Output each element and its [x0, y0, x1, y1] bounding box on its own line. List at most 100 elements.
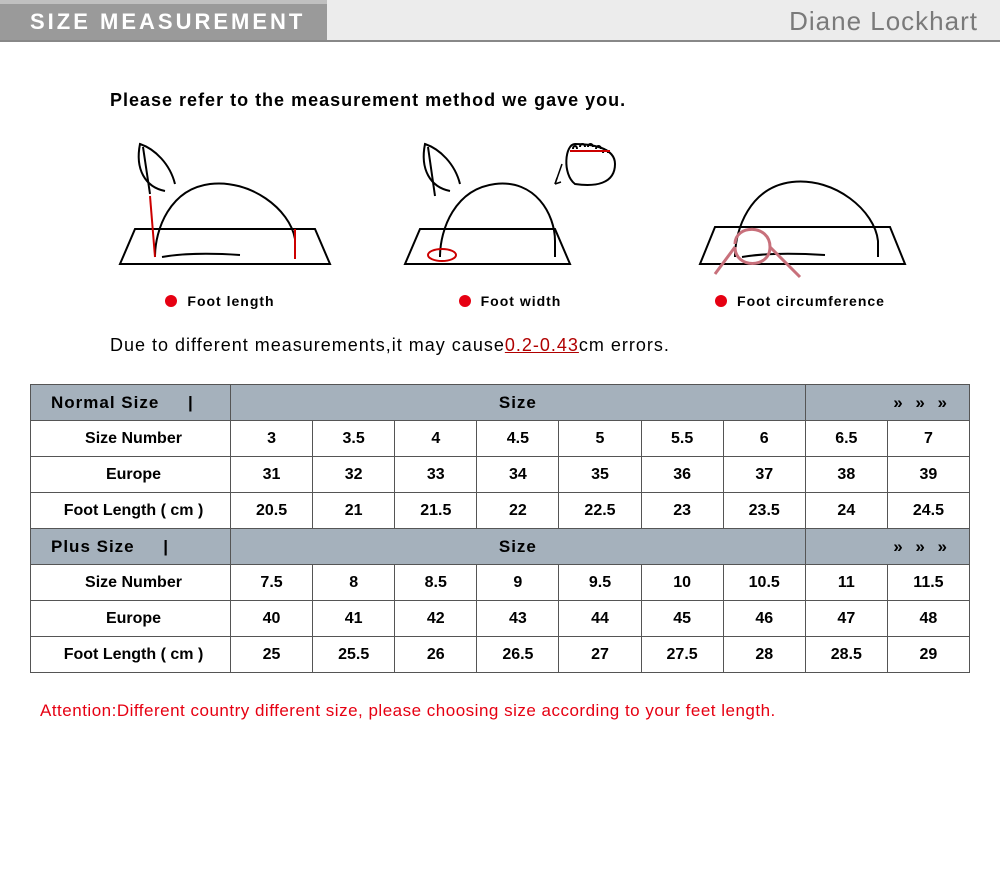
cell: 26 [395, 637, 477, 673]
row-label: Size Number [31, 565, 231, 601]
cell: 24 [805, 493, 887, 529]
cell: 11.5 [887, 565, 969, 601]
cell: 48 [887, 601, 969, 637]
note-error-value: 0.2-0.43 [505, 335, 579, 355]
cell: 25.5 [313, 637, 395, 673]
header-bar: SIZE MEASUREMENT Diane Lockhart [0, 0, 1000, 42]
cell: 10 [641, 565, 723, 601]
section-name: Plus Size [51, 537, 135, 556]
cell: 44 [559, 601, 641, 637]
cell: 31 [231, 457, 313, 493]
section-name: Normal Size [51, 393, 159, 412]
cell: 36 [641, 457, 723, 493]
diagram-label: Foot circumference [660, 293, 940, 309]
foot-length-icon [100, 129, 340, 279]
cell: 22 [477, 493, 559, 529]
cell: 27.5 [641, 637, 723, 673]
cell: 7.5 [231, 565, 313, 601]
cell: 35 [559, 457, 641, 493]
diagram-label: Foot width [370, 293, 650, 309]
diagram-label: Foot length [80, 293, 360, 309]
diagram-foot-circumference: Foot circumference [660, 129, 940, 309]
size-table-container: Normal Size | Size » » » Size Number 3 3… [0, 384, 1000, 673]
cell: 20.5 [231, 493, 313, 529]
cell: 5.5 [641, 421, 723, 457]
cell: 37 [723, 457, 805, 493]
attention-warning: Attention:Different country different si… [40, 701, 960, 721]
foot-width-icon [390, 129, 630, 279]
cell: 39 [887, 457, 969, 493]
row-label: Size Number [31, 421, 231, 457]
error-note: Due to different measurements,it may cau… [110, 335, 940, 356]
cell: 22.5 [559, 493, 641, 529]
arrows-icon: » » » [805, 385, 969, 421]
size-header: Size [231, 529, 806, 565]
intro-text: Please refer to the measurement method w… [110, 90, 940, 111]
arrows-icon: » » » [805, 529, 969, 565]
cell: 10.5 [723, 565, 805, 601]
row-label: Foot Length ( cm ) [31, 493, 231, 529]
cell: 21.5 [395, 493, 477, 529]
cell: 9 [477, 565, 559, 601]
cell: 27 [559, 637, 641, 673]
diagram-foot-width: Foot width [370, 129, 650, 309]
cell: 28.5 [805, 637, 887, 673]
diagram-label-text: Foot width [481, 293, 562, 309]
table-row: Size Number 3 3.5 4 4.5 5 5.5 6 6.5 7 [31, 421, 970, 457]
cell: 7 [887, 421, 969, 457]
cell: 4.5 [477, 421, 559, 457]
diagram-foot-length: Foot length [80, 129, 360, 309]
size-table: Normal Size | Size » » » Size Number 3 3… [30, 384, 970, 673]
cell: 3.5 [313, 421, 395, 457]
cell: 45 [641, 601, 723, 637]
cell: 33 [395, 457, 477, 493]
cell: 46 [723, 601, 805, 637]
cell: 34 [477, 457, 559, 493]
bullet-icon [459, 295, 471, 307]
pipe-icon: | [188, 393, 194, 412]
row-label: Foot Length ( cm ) [31, 637, 231, 673]
cell: 29 [887, 637, 969, 673]
cell: 21 [313, 493, 395, 529]
foot-circumference-icon [680, 129, 920, 279]
cell: 41 [313, 601, 395, 637]
bullet-icon [715, 295, 727, 307]
cell: 28 [723, 637, 805, 673]
cell: 23 [641, 493, 723, 529]
cell: 9.5 [559, 565, 641, 601]
cell: 5 [559, 421, 641, 457]
table-section-header-normal: Normal Size | Size » » » [31, 385, 970, 421]
cell: 32 [313, 457, 395, 493]
diagram-label-text: Foot length [187, 293, 274, 309]
cell: 42 [395, 601, 477, 637]
row-label: Europe [31, 601, 231, 637]
cell: 23.5 [723, 493, 805, 529]
cell: 47 [805, 601, 887, 637]
table-row: Size Number 7.5 8 8.5 9 9.5 10 10.5 11 1… [31, 565, 970, 601]
bullet-icon [165, 295, 177, 307]
table-row: Foot Length ( cm ) 20.5 21 21.5 22 22.5 … [31, 493, 970, 529]
cell: 26.5 [477, 637, 559, 673]
cell: 43 [477, 601, 559, 637]
cell: 4 [395, 421, 477, 457]
cell: 8 [313, 565, 395, 601]
cell: 24.5 [887, 493, 969, 529]
cell: 40 [231, 601, 313, 637]
diagram-label-text: Foot circumference [737, 293, 885, 309]
note-post: cm errors. [579, 335, 670, 355]
table-section-header-plus: Plus Size | Size » » » [31, 529, 970, 565]
table-row: Foot Length ( cm ) 25 25.5 26 26.5 27 27… [31, 637, 970, 673]
size-header: Size [231, 385, 806, 421]
cell: 3 [231, 421, 313, 457]
cell: 38 [805, 457, 887, 493]
pipe-icon: | [163, 537, 169, 556]
diagram-row: Foot length Foo [0, 129, 1000, 309]
note-pre: Due to different measurements,it may cau… [110, 335, 505, 355]
cell: 6 [723, 421, 805, 457]
table-row: Europe 31 32 33 34 35 36 37 38 39 [31, 457, 970, 493]
brand-name: Diane Lockhart [789, 0, 1000, 40]
cell: 6.5 [805, 421, 887, 457]
table-row: Europe 40 41 42 43 44 45 46 47 48 [31, 601, 970, 637]
cell: 25 [231, 637, 313, 673]
cell: 11 [805, 565, 887, 601]
